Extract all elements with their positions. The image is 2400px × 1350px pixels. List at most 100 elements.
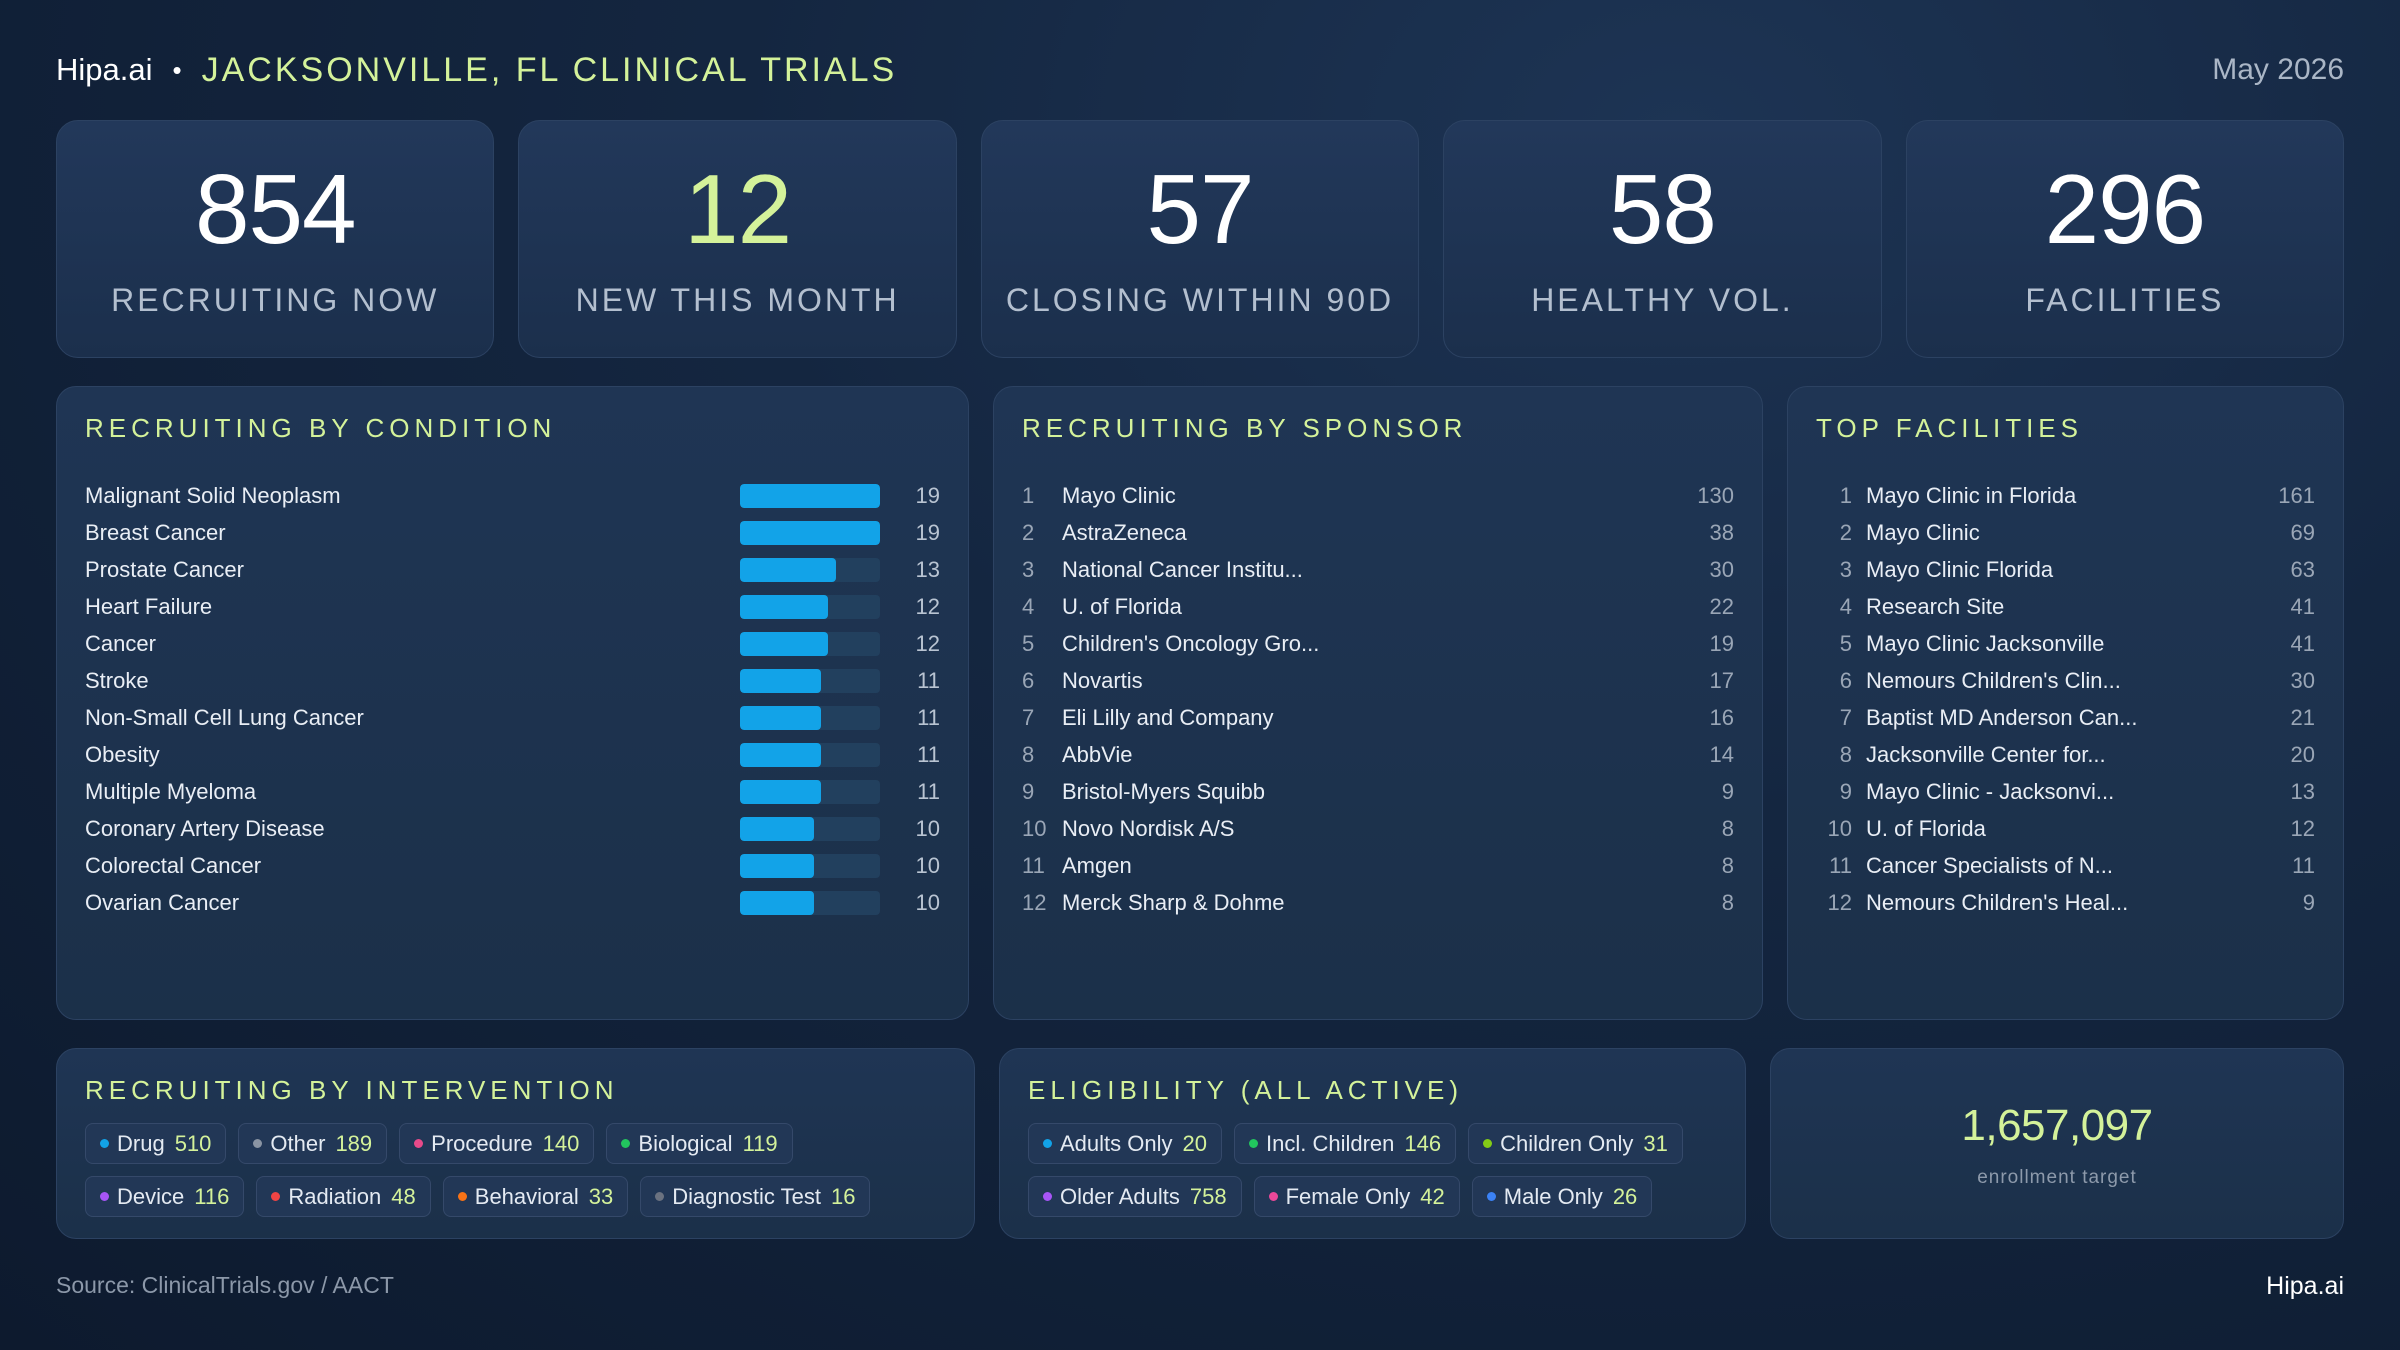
sponsor-rank: 11 — [1022, 852, 1045, 878]
facility-rank: 10 — [1827, 815, 1852, 841]
sponsor-row: 3 National Cancer Institu... 30 — [1022, 551, 1734, 588]
eligibility-panel: ELIGIBILITY (ALL ACTIVE) Adults Only 20 In… — [999, 1048, 1746, 1239]
condition-bar — [740, 890, 880, 915]
sponsor-row: 2 AstraZeneca 38 — [1022, 514, 1734, 551]
footer-brand[interactable]: Hipa.ai — [2266, 1272, 2344, 1300]
intervention-chip: Biological 119 — [606, 1123, 793, 1164]
condition-name: Heart Failure — [85, 593, 213, 619]
facility-name: Cancer Specialists of N... — [1866, 852, 2113, 878]
sponsor-row: 9 Bristol-Myers Squibb 9 — [1022, 773, 1734, 810]
sponsor-row: 11 Amgen 8 — [1022, 847, 1734, 884]
kpi-label: HEALTHY VOL. — [1531, 281, 1794, 318]
brand-logo[interactable]: Hipa.ai — [56, 52, 153, 87]
sponsor-rank: 2 — [1022, 519, 1035, 545]
condition-count: 10 — [915, 852, 940, 878]
sponsor-rank: 8 — [1022, 741, 1035, 767]
condition-count: 11 — [917, 741, 940, 767]
sponsor-row: 10 Novo Nordisk A/S 8 — [1022, 810, 1734, 847]
condition-bar-fill — [740, 557, 836, 582]
facility-name: U. of Florida — [1866, 815, 1986, 841]
facility-row: 12 Nemours Children's Heal... 9 — [1816, 884, 2315, 921]
condition-row: Heart Failure 12 — [85, 588, 940, 625]
intervention-label: Other — [270, 1130, 326, 1156]
eligibility-count: 20 — [1182, 1130, 1207, 1156]
intervention-count: 119 — [742, 1130, 778, 1156]
sponsor-count: 19 — [1709, 630, 1734, 656]
kpi-value: 57 — [1146, 153, 1255, 264]
condition-name: Cancer — [85, 630, 156, 656]
eligibility-count: 26 — [1612, 1183, 1638, 1209]
enrollment-value: 1,657,097 — [1961, 1101, 2153, 1150]
facility-count: 20 — [2290, 741, 2315, 767]
sponsor-row: 1 Mayo Clinic 130 — [1022, 477, 1734, 514]
sponsor-name: Novo Nordisk A/S — [1062, 815, 1235, 841]
eligibility-chip: Male Only 26 — [1471, 1176, 1653, 1217]
bullet-dot-icon — [1268, 1192, 1278, 1201]
condition-row: Malignant Solid Neoplasm 19 — [85, 477, 940, 514]
condition-panel: RECRUITING BY CONDITION Malignant Solid … — [56, 386, 969, 1020]
eligibility-label: Older Adults — [1060, 1183, 1180, 1209]
facility-rank: 9 — [1839, 778, 1852, 804]
report-date: May 2026 — [2212, 53, 2344, 86]
eligibility-count: 146 — [1404, 1130, 1442, 1156]
sponsor-count: 9 — [1721, 778, 1734, 804]
eligibility-label: Children Only — [1500, 1130, 1634, 1156]
facility-count: 30 — [2290, 667, 2315, 693]
condition-count: 12 — [915, 630, 940, 656]
condition-bar — [740, 557, 880, 582]
condition-bar-fill — [740, 742, 822, 767]
facility-row: 3 Mayo Clinic Florida 63 — [1816, 551, 2315, 588]
intervention-label: Behavioral — [474, 1183, 579, 1209]
sponsor-name: National Cancer Institu... — [1062, 556, 1303, 582]
panel-title: TOP FACILITIES — [1816, 413, 2083, 443]
facility-count: 11 — [2292, 852, 2315, 878]
enrollment-panel: 1,657,097 enrollment target — [1770, 1048, 2344, 1239]
facility-row: 11 Cancer Specialists of N... 11 — [1816, 847, 2315, 884]
facility-count: 21 — [2290, 704, 2315, 730]
eligibility-count: 31 — [1643, 1130, 1668, 1156]
intervention-chip: Behavioral 33 — [442, 1176, 629, 1217]
sponsor-rank: 3 — [1022, 556, 1035, 582]
facility-count: 69 — [2290, 519, 2315, 545]
eligibility-label: Female Only — [1285, 1183, 1411, 1209]
facility-row: 6 Nemours Children's Clin... 30 — [1816, 662, 2315, 699]
facility-rank: 7 — [1839, 704, 1852, 730]
eligibility-count: 758 — [1189, 1183, 1227, 1209]
sponsor-count: 38 — [1709, 519, 1734, 545]
facility-count: 161 — [2278, 482, 2315, 508]
condition-list: Malignant Solid Neoplasm 19 Breast Cancer 1… — [85, 477, 940, 921]
condition-count: 10 — [915, 889, 940, 915]
facility-rank: 2 — [1839, 519, 1852, 545]
kpi-label: CLOSING WITHIN 90D — [1005, 281, 1395, 318]
facility-list: 1 Mayo Clinic in Florida 161 2 Mayo Clinic 69… — [1816, 477, 2315, 921]
kpi-value: 854 — [194, 153, 357, 264]
sponsor-rank: 4 — [1022, 593, 1035, 619]
sponsor-count: 8 — [1721, 852, 1734, 878]
sponsor-name: Eli Lilly and Company — [1062, 704, 1274, 730]
enrollment-label: enrollment target — [1977, 1167, 2137, 1188]
eligibility-label: Incl. Children — [1265, 1130, 1395, 1156]
condition-bar-fill — [740, 779, 822, 804]
sponsor-count: 16 — [1709, 704, 1734, 730]
intervention-chip: Procedure 140 — [399, 1123, 595, 1164]
sponsor-count: 17 — [1709, 667, 1734, 693]
condition-row: Prostate Cancer 13 — [85, 551, 940, 588]
sponsor-row: 4 U. of Florida 22 — [1022, 588, 1734, 625]
condition-bar — [740, 816, 880, 841]
facility-rank: 11 — [1829, 852, 1852, 878]
intervention-count: 48 — [391, 1183, 416, 1209]
eligibility-chip: Older Adults 758 — [1028, 1176, 1242, 1217]
bullet-dot-icon — [1486, 1192, 1496, 1201]
intervention-count: 33 — [588, 1183, 614, 1209]
facility-name: Research Site — [1866, 593, 2005, 619]
sponsor-rank: 5 — [1022, 630, 1035, 656]
intervention-chips: Drug 510 Other 189 Procedure 140 Biological 119… — [85, 1123, 954, 1217]
condition-name: Ovarian Cancer — [85, 889, 240, 915]
condition-row: Coronary Artery Disease 10 — [85, 810, 940, 847]
sponsor-rank: 12 — [1022, 889, 1047, 915]
facility-count: 41 — [2290, 630, 2315, 656]
sponsor-count: 8 — [1721, 889, 1734, 915]
sponsor-rank: 10 — [1022, 815, 1047, 841]
condition-name: Prostate Cancer — [85, 556, 244, 582]
panel-title: RECRUITING BY SPONSOR — [1022, 413, 1468, 443]
